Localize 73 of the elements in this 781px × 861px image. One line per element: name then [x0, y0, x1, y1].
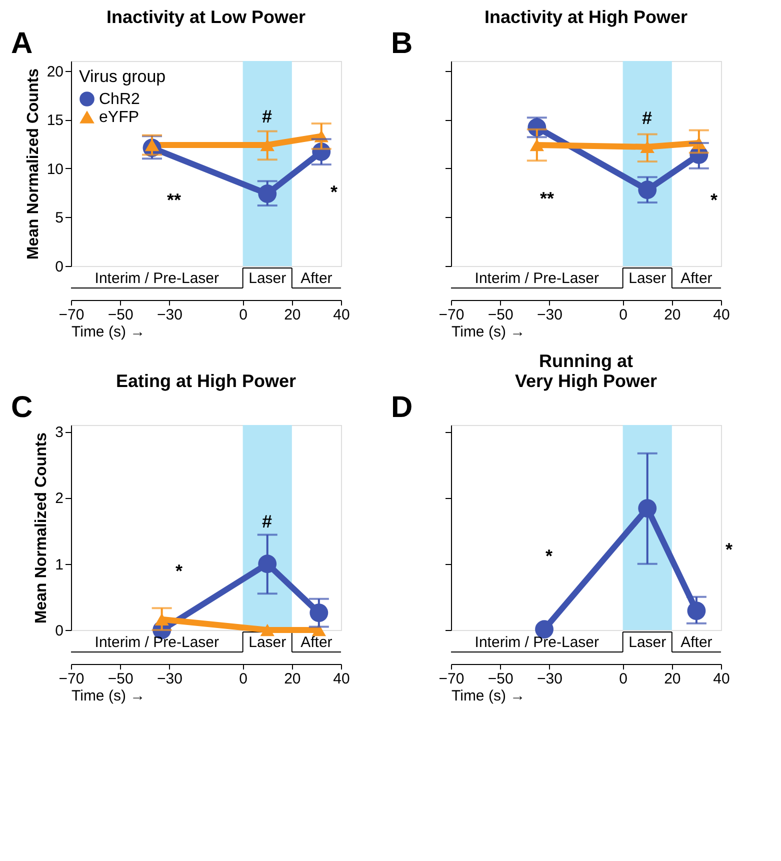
y-tick-label: 3 [55, 424, 64, 442]
text: Interim / Pre-Laser [474, 270, 600, 287]
band-label: Laser [628, 634, 666, 651]
y-tick-label: 0 [55, 258, 64, 276]
x-tick-label: −30 [156, 306, 182, 324]
x-tick-label: −30 [156, 670, 182, 688]
point [260, 624, 274, 636]
y-tick-label: 0 [55, 622, 64, 640]
annotation: # [262, 106, 272, 127]
chart-title: Running at Very High Power [514, 351, 658, 391]
x-tick-label: 0 [619, 306, 628, 324]
chart-title: Inactivity at High Power [484, 7, 688, 27]
annotation: * [710, 190, 718, 210]
x-tick-label: 20 [284, 670, 301, 688]
text: Interim / Pre-Laser [94, 634, 220, 651]
text: Interim / Pre-Laser [94, 270, 220, 287]
x-axis-title: Time (s) → [72, 324, 146, 340]
x-tick-label: 40 [713, 670, 730, 688]
x-tick-label: −30 [536, 670, 562, 688]
annotation: * [330, 182, 338, 202]
band-label: Laser [628, 270, 666, 287]
text: * [725, 539, 733, 560]
annotation: * [545, 546, 553, 566]
y-tick-label: 10 [46, 160, 64, 178]
text: After [680, 634, 712, 651]
y-tick-label: 20 [46, 63, 64, 80]
annotation: # [262, 512, 272, 532]
text: After [300, 270, 332, 287]
y-axis-title: Mean Normalized Counts [24, 68, 42, 260]
chart-title: Inactivity at Low Power [106, 7, 306, 27]
x-tick-label: 0 [619, 670, 628, 688]
band-label: Laser [248, 270, 286, 287]
text: A [11, 27, 33, 60]
text: B [391, 27, 413, 60]
x-axis-title: Time (s) → [452, 688, 526, 704]
x-tick-label: −70 [58, 306, 84, 324]
x-tick-label: −50 [488, 670, 514, 688]
x-tick-label: 40 [713, 306, 730, 324]
text: C [11, 391, 33, 424]
text: Interim / Pre-Laser [474, 634, 600, 651]
annotation: ** [540, 188, 554, 209]
y-tick-label: 15 [46, 112, 64, 130]
x-axis-title: Time (s) → [72, 688, 146, 704]
band-label: Laser [248, 634, 286, 651]
y-tick-label: 5 [55, 210, 64, 227]
chart-title: Eating at High Power [116, 371, 296, 391]
x-tick-label: 0 [239, 670, 248, 688]
x-tick-label: 20 [284, 306, 301, 324]
text: After [680, 270, 712, 287]
x-tick-label: −70 [438, 670, 464, 688]
x-tick-label: 0 [239, 306, 248, 324]
x-tick-label: −50 [108, 306, 134, 324]
y-tick-label: 2 [55, 490, 64, 508]
x-tick-label: −70 [438, 306, 464, 324]
x-tick-label: 40 [333, 670, 350, 688]
x-tick-label: −70 [58, 670, 84, 688]
annotation: ** [166, 190, 182, 210]
x-tick-label: −30 [536, 306, 562, 324]
x-tick-label: 20 [664, 670, 681, 688]
text: After [300, 634, 332, 651]
x-tick-label: 40 [333, 306, 350, 324]
annotation: # [642, 108, 652, 128]
x-tick-label: 20 [664, 306, 681, 324]
legend-label: ChR2 [99, 91, 140, 108]
x-tick-label: −50 [108, 670, 134, 688]
y-tick-label: 1 [55, 556, 64, 574]
annotation: * [175, 560, 183, 581]
text: D [391, 391, 413, 424]
legend-label: eYFP [99, 109, 140, 126]
y-axis-title: Mean Normalized Counts [33, 432, 50, 624]
x-tick-label: −50 [488, 306, 514, 324]
x-axis-title: Time (s) → [452, 324, 526, 340]
legend-title: Virus group [79, 67, 166, 86]
